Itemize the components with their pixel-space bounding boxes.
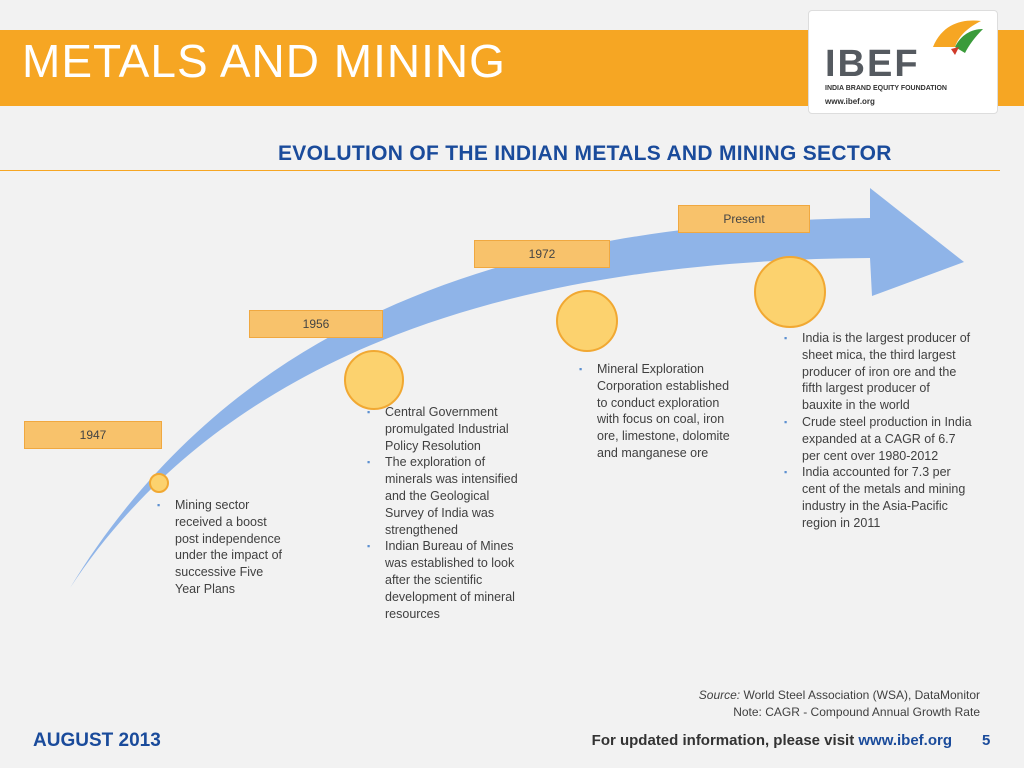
note-line: Note: CAGR - Compound Annual Growth Rate: [733, 705, 980, 719]
year-box-1972: 1972: [474, 240, 610, 268]
list-item: Crude steel production in India expanded…: [782, 414, 972, 464]
source-text: World Steel Association (WSA), DataMonit…: [743, 688, 980, 702]
milestone-circle-present: [754, 256, 826, 328]
logo-subtitle: INDIA BRAND EQUITY FOUNDATION: [825, 85, 947, 92]
logo-url: www.ibef.org: [825, 97, 875, 106]
source-label: Source:: [698, 688, 741, 702]
list-item: Mineral Exploration Corporation establis…: [577, 361, 737, 462]
footer-link[interactable]: www.ibef.org: [858, 732, 952, 749]
footer-info-text: For updated information, please visit: [591, 732, 855, 749]
year-box-present: Present: [678, 205, 810, 233]
milestone-circle-1972: [556, 290, 618, 352]
list-item: Central Government promulgated Industria…: [365, 404, 530, 454]
year-box-1956: 1956: [249, 310, 383, 338]
logo-text: IBEF: [825, 43, 920, 85]
list-item: India accounted for 7.3 per cent of the …: [782, 464, 972, 531]
bird-icon: [933, 20, 983, 55]
list-item: India is the largest producer of sheet m…: [782, 330, 972, 414]
list-item: Mining sector received a boost post inde…: [155, 497, 290, 598]
bullets-present: India is the largest producer of sheet m…: [782, 330, 972, 532]
source-line: Source: World Steel Association (WSA), D…: [699, 688, 980, 702]
arrow-shape: [70, 188, 964, 588]
page-number: 5: [982, 732, 991, 749]
list-item: Indian Bureau of Mines was established t…: [365, 538, 530, 622]
bullets-1972: Mineral Exploration Corporation establis…: [577, 361, 737, 462]
year-box-1947: 1947: [24, 421, 162, 449]
section-title: EVOLUTION OF THE INDIAN METALS AND MININ…: [278, 142, 892, 165]
milestone-circle-1947: [149, 473, 169, 493]
section-divider: [0, 170, 1000, 171]
list-item: The exploration of minerals was intensif…: [365, 454, 530, 538]
page-title: METALS AND MINING: [22, 35, 506, 87]
footer-info: For updated information, please visit ww…: [592, 732, 952, 749]
bullets-1956: Central Government promulgated Industria…: [365, 404, 530, 622]
footer-date: AUGUST 2013: [33, 730, 161, 751]
ibef-logo[interactable]: IBEF INDIA BRAND EQUITY FOUNDATION www.i…: [808, 10, 998, 114]
milestone-circle-1956: [344, 350, 404, 410]
bullets-1947: Mining sector received a boost post inde…: [155, 497, 290, 598]
